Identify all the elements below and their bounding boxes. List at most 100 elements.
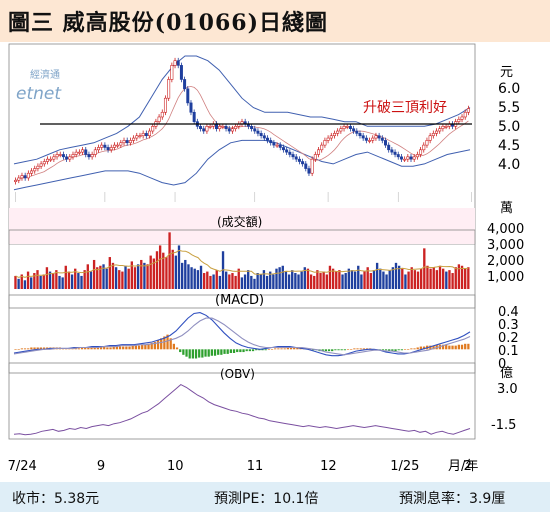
volume-bar (435, 270, 439, 289)
candle-body (291, 154, 295, 158)
macd-histogram-bar (334, 349, 337, 351)
macd-histogram-bar (356, 348, 359, 350)
macd-histogram-bar (204, 349, 207, 357)
candle-body (81, 149, 85, 153)
candle-body (23, 175, 27, 179)
macd-histogram-bar (194, 349, 198, 359)
candle-body (205, 126, 209, 132)
macd-histogram-bar (172, 343, 175, 350)
volume-bar (74, 268, 77, 289)
volume-bar (187, 264, 190, 289)
volume-bar (247, 270, 250, 289)
macd-histogram-bar (223, 349, 226, 354)
candle-body (55, 154, 59, 158)
candle-body (163, 97, 167, 113)
macd-histogram-bar (153, 341, 156, 350)
candle-body (97, 147, 101, 151)
candle-body (132, 137, 136, 141)
volume-bar (77, 273, 80, 289)
volume-bar (243, 274, 247, 289)
volume-bar (180, 262, 184, 289)
candle-body (399, 156, 403, 160)
candle-body (103, 144, 107, 148)
candle-body (141, 133, 145, 137)
price-layer (13, 55, 472, 191)
volume-bar (212, 274, 215, 289)
volume-bar (291, 270, 294, 289)
volume-bar (366, 267, 369, 289)
candle-body (26, 172, 30, 179)
candle-body (74, 151, 78, 155)
bollinger-upper-line (13, 55, 471, 165)
macd-dea-line (13, 317, 471, 356)
price-y-tick: 4.5 (498, 138, 520, 154)
volume-bar (265, 275, 269, 289)
volume-bar (70, 274, 74, 289)
macd-histogram-bar (201, 349, 204, 358)
macd-histogram-bar (128, 346, 131, 350)
candle-body (176, 60, 180, 66)
candle-body (301, 161, 305, 165)
x-unit-label: 月/年 (448, 459, 478, 474)
candle-body (364, 137, 368, 141)
volume-bar (140, 259, 143, 289)
volume-bar (114, 267, 118, 289)
macd-histogram-bar (296, 347, 299, 350)
candle-body (396, 154, 400, 158)
volume-bar (23, 280, 27, 289)
macd-histogram-bar (239, 349, 242, 353)
macd-histogram-bar (137, 345, 141, 350)
candle-body (192, 111, 196, 122)
candle-body (20, 175, 24, 179)
candle-body (345, 126, 349, 128)
candle-body (52, 156, 56, 160)
macd-histogram-bar (441, 344, 445, 350)
candle-body (336, 130, 340, 134)
candle-body (151, 126, 155, 132)
macd-histogram-bar (191, 349, 194, 359)
candle-body (42, 161, 46, 165)
candle-body (304, 163, 308, 169)
macd-y-tick: 0.1 (498, 344, 519, 359)
volume-bar (363, 271, 366, 289)
volume-bar (39, 275, 42, 289)
volume-bar (61, 277, 64, 289)
volume-bar (196, 270, 200, 289)
macd-histogram-bar (391, 349, 394, 352)
candle-body (352, 128, 356, 132)
macd-histogram-bar (460, 344, 464, 350)
macd-histogram-bar (261, 349, 264, 351)
macd-histogram-bar (226, 349, 229, 354)
macd-histogram-bar (397, 349, 400, 351)
macd-histogram-bar (103, 346, 106, 350)
macd-histogram-bar (255, 349, 258, 351)
candle-body (189, 102, 193, 113)
volume-bar (99, 265, 102, 289)
candle-body (466, 108, 470, 113)
macd-histogram-bar (20, 348, 23, 350)
volume-bar (225, 271, 228, 289)
volume-panel-label: (成交額) (217, 214, 262, 229)
price-y-tick: 5.5 (498, 100, 520, 116)
candle-body (387, 144, 391, 151)
volume-bar (287, 274, 291, 289)
macd-histogram-bar (220, 349, 223, 355)
volume-bar (20, 274, 23, 289)
macd-histogram-bar (419, 346, 422, 350)
volume-bar (369, 273, 373, 289)
volume-bar (464, 268, 467, 289)
candle-body (438, 128, 442, 132)
macd-histogram-bar (125, 346, 128, 350)
candle-body (412, 156, 416, 160)
macd-histogram-bar (141, 344, 144, 350)
macd-histogram-bar (90, 347, 93, 350)
candle-body (374, 135, 378, 139)
title-bar: 圖三 威高股份(01066)日綫圖 (0, 0, 550, 42)
candle-body (61, 154, 65, 158)
candle-body (77, 151, 81, 154)
candle-body (14, 179, 18, 182)
volume-bar (111, 262, 115, 289)
volume-bar (328, 265, 332, 289)
macd-histogram-bar (451, 345, 454, 350)
macd-histogram-bar (115, 346, 118, 350)
